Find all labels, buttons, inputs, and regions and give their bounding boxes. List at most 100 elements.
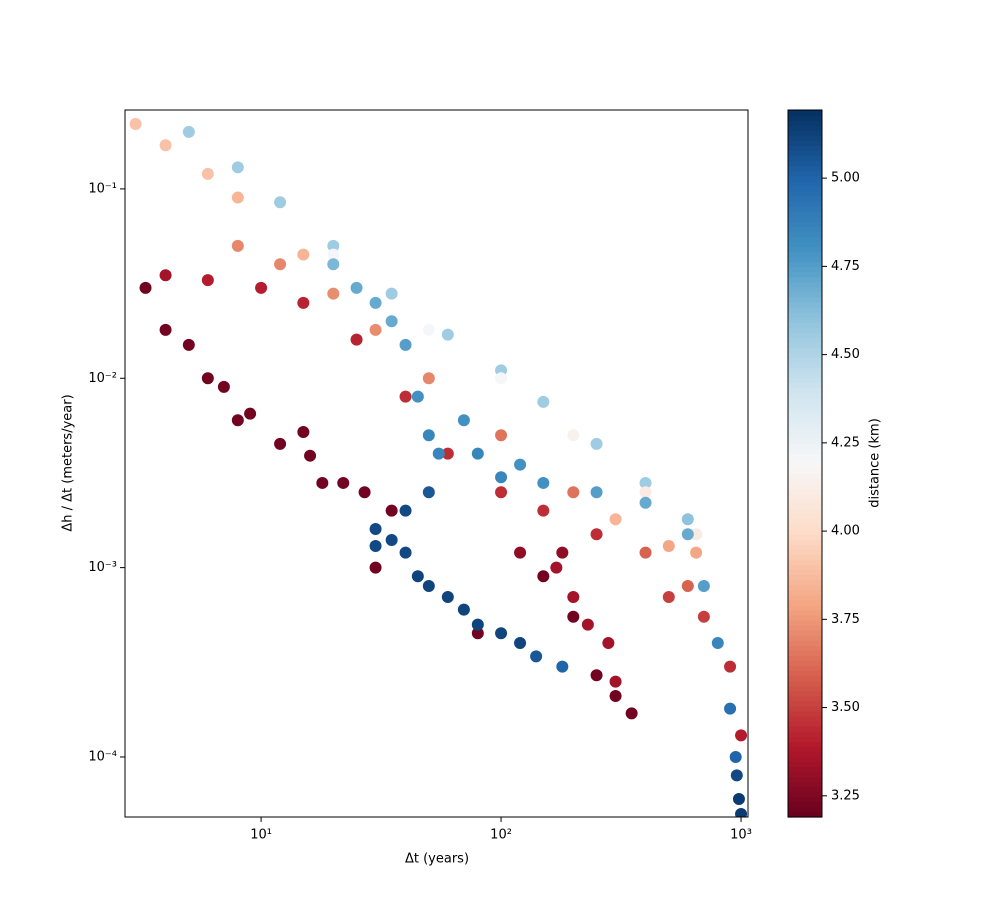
point (625, 707, 638, 720)
point (530, 650, 543, 663)
point (231, 191, 244, 204)
point (730, 769, 743, 782)
point (639, 546, 652, 559)
point (129, 118, 142, 131)
point (724, 702, 737, 715)
colorbar-segment (788, 347, 822, 353)
colorbar-segment (788, 695, 822, 702)
point (297, 248, 310, 261)
point (350, 333, 363, 346)
point (495, 372, 508, 385)
colorbar-segment (788, 453, 822, 460)
colorbar-segment (788, 589, 822, 596)
colorbar-segment (788, 236, 822, 242)
point (159, 269, 172, 282)
colorbar-segment (788, 609, 822, 616)
colorbar-segment (788, 478, 822, 485)
colorbar-segment (788, 367, 822, 374)
point (590, 669, 603, 682)
colorbar-tick-label: 4.00 (831, 524, 860, 539)
colorbar-segment (788, 352, 822, 359)
point (441, 328, 454, 341)
colorbar-segment (788, 195, 822, 202)
point (201, 274, 214, 287)
colorbar-segment (788, 700, 822, 707)
point (422, 429, 435, 442)
point (567, 486, 580, 499)
point (385, 287, 398, 300)
colorbar-segment (788, 448, 822, 454)
point (182, 125, 195, 138)
colorbar-segment (788, 382, 822, 389)
point (316, 476, 329, 489)
x-tick-label: 10³ (730, 828, 752, 843)
colorbar-segment (788, 337, 822, 343)
colorbar-segment (788, 670, 822, 677)
y-tick-label: 10⁻¹ (88, 181, 117, 196)
point (590, 437, 603, 450)
point (590, 486, 603, 499)
point (690, 546, 703, 559)
point (495, 429, 508, 442)
point (422, 486, 435, 499)
colorbar-segment (788, 685, 822, 692)
colorbar-segment (788, 281, 822, 288)
colorbar-segment (788, 721, 822, 727)
colorbar-segment (788, 241, 822, 247)
colorbar-segment (788, 135, 822, 141)
point (735, 807, 748, 817)
colorbar-segment (788, 741, 822, 747)
point (514, 636, 527, 649)
point (514, 546, 527, 559)
colorbar-segment (788, 397, 822, 404)
colorbar-tick-label: 3.25 (831, 788, 860, 803)
point (231, 161, 244, 174)
colorbar-segment (788, 776, 822, 783)
colorbar-segment (788, 559, 822, 566)
point (662, 540, 675, 553)
colorbar-segment (788, 539, 822, 545)
colorbar-segment (788, 271, 822, 278)
colorbar-label: distance (km) (868, 418, 883, 508)
point (457, 603, 470, 616)
colorbar-segment (788, 655, 822, 662)
colorbar-segment (788, 529, 822, 535)
point (681, 579, 694, 592)
colorbar-segment (788, 327, 822, 333)
colorbar-segment (788, 387, 822, 394)
point (662, 590, 675, 603)
colorbar-segment (788, 185, 822, 192)
x-tick-label: 10¹ (250, 828, 272, 843)
colorbar-segment (788, 514, 822, 520)
colorbar-segment (788, 200, 822, 207)
colorbar-segment (788, 635, 822, 641)
colorbar-segment (788, 524, 822, 530)
colorbar-segment (788, 342, 822, 348)
colorbar-segment (788, 372, 822, 379)
point (556, 546, 569, 559)
colorbar-segment (788, 291, 822, 298)
point (201, 372, 214, 385)
plot-frame (124, 109, 749, 818)
point (399, 504, 412, 517)
colorbar-segment (788, 261, 822, 268)
colorbar-segment (788, 483, 822, 490)
colorbar-segment (788, 150, 822, 157)
colorbar-segment (788, 650, 822, 656)
point (327, 239, 340, 252)
colorbar-segment (788, 413, 822, 419)
colorbar-segment (788, 418, 822, 424)
colorbar-segment (788, 630, 822, 636)
x-tick-label: 10² (490, 828, 512, 843)
point (399, 546, 412, 559)
colorbar-segment (788, 130, 822, 136)
colorbar-segment (788, 115, 822, 121)
colorbar-segment (788, 806, 822, 813)
colorbar-segment (788, 660, 822, 667)
point (567, 429, 580, 442)
point (274, 196, 287, 209)
point (537, 395, 550, 408)
colorbar-segment (788, 211, 822, 217)
colorbar-segment (788, 256, 822, 263)
colorbar-segment (788, 781, 822, 788)
